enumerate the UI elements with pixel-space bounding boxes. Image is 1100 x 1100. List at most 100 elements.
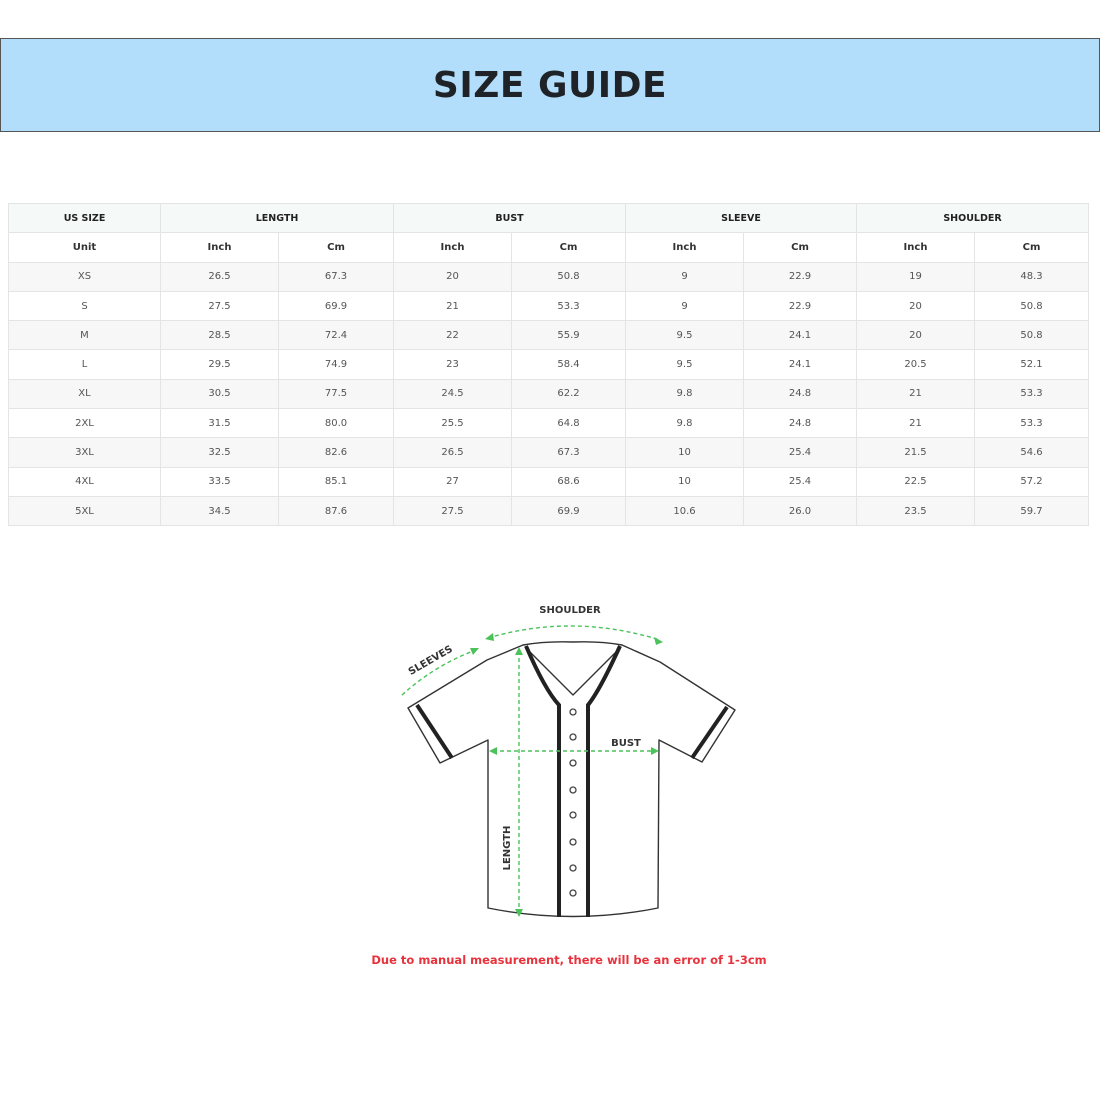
group-header: BUST bbox=[393, 202, 626, 234]
value-cell: 25.5 bbox=[393, 408, 512, 439]
size-cell: XL bbox=[8, 378, 161, 410]
size-cell: 5XL bbox=[8, 495, 161, 527]
button-icon bbox=[569, 864, 577, 872]
measure-arrows bbox=[470, 633, 663, 917]
size-cell: S bbox=[8, 290, 161, 322]
value-cell: 64.8 bbox=[511, 408, 626, 439]
value-cell: 58.4 bbox=[511, 349, 626, 380]
table-row: 2XL 31.5 80.0 25.5 64.8 9.8 24.8 21 53.3 bbox=[8, 408, 1090, 439]
button-icon bbox=[569, 838, 577, 846]
value-cell: 9 bbox=[625, 290, 744, 322]
unit-header: Cm bbox=[743, 232, 857, 263]
sleeve-stripes bbox=[415, 703, 729, 760]
page-title: SIZE GUIDE bbox=[432, 64, 668, 106]
value-cell: 87.6 bbox=[278, 495, 394, 527]
value-cell: 28.5 bbox=[160, 320, 279, 351]
value-cell: 24.8 bbox=[743, 408, 857, 439]
value-cell: 53.3 bbox=[973, 408, 1090, 439]
table-row: S 27.5 69.9 21 53.3 9 22.9 20 50.8 bbox=[8, 290, 1090, 322]
value-cell: 72.4 bbox=[278, 320, 394, 351]
unit-header: Inch bbox=[625, 232, 744, 263]
unit-header: Inch bbox=[856, 232, 975, 263]
table-row: M 28.5 72.4 22 55.9 9.5 24.1 20 50.8 bbox=[8, 320, 1090, 351]
value-cell: 22.9 bbox=[743, 261, 857, 292]
value-cell: 48.3 bbox=[973, 261, 1090, 292]
value-cell: 62.2 bbox=[511, 378, 626, 410]
value-cell: 54.6 bbox=[973, 437, 1090, 468]
value-cell: 34.5 bbox=[160, 495, 279, 527]
value-cell: 29.5 bbox=[160, 349, 279, 380]
unit-header: Inch bbox=[160, 232, 279, 263]
value-cell: 67.3 bbox=[278, 261, 394, 292]
unit-header: Inch bbox=[393, 232, 512, 263]
value-cell: 33.5 bbox=[160, 466, 279, 497]
title-banner: SIZE GUIDE bbox=[0, 38, 1100, 132]
value-cell: 69.9 bbox=[278, 290, 394, 322]
value-cell: 19 bbox=[856, 261, 975, 292]
value-cell: 77.5 bbox=[278, 378, 394, 410]
table-row: 3XL 32.5 82.6 26.5 67.3 10 25.4 21.5 54.6 bbox=[8, 437, 1090, 468]
value-cell: 20.5 bbox=[856, 349, 975, 380]
value-cell: 25.4 bbox=[743, 466, 857, 497]
value-cell: 9.5 bbox=[625, 320, 744, 351]
table-row: 4XL 33.5 85.1 27 68.6 10 25.4 22.5 57.2 bbox=[8, 466, 1090, 497]
value-cell: 20 bbox=[393, 261, 512, 292]
shirt-outline bbox=[407, 641, 736, 918]
unit-header-row: Unit Inch Cm Inch Cm Inch Cm Inch Cm bbox=[8, 232, 1090, 263]
button-icon bbox=[569, 786, 577, 794]
value-cell: 9.5 bbox=[625, 349, 744, 380]
value-cell: 27.5 bbox=[393, 495, 512, 527]
shirt-diagram: SHOULDER BUST LENGTH SLEEVES bbox=[401, 605, 736, 918]
value-cell: 9.8 bbox=[625, 408, 744, 439]
value-cell: 68.6 bbox=[511, 466, 626, 497]
value-cell: 24.1 bbox=[743, 320, 857, 351]
value-cell: 67.3 bbox=[511, 437, 626, 468]
value-cell: 82.6 bbox=[278, 437, 394, 468]
value-cell: 10 bbox=[625, 466, 744, 497]
size-table-body: XS 26.5 67.3 20 50.8 9 22.9 19 48.3 S 27.5 69.9 21 53… bbox=[8, 261, 1090, 527]
group-header: LENGTH bbox=[160, 202, 394, 234]
value-cell: 59.7 bbox=[973, 495, 1090, 527]
value-cell: 26.5 bbox=[160, 261, 279, 292]
table-row: L 29.5 74.9 23 58.4 9.5 24.1 20.5 52.1 bbox=[8, 349, 1090, 380]
button-icon bbox=[569, 708, 577, 716]
group-header: SHOULDER bbox=[855, 202, 1090, 234]
placket bbox=[524, 645, 622, 917]
value-cell: 10.6 bbox=[625, 495, 744, 527]
value-cell: 53.3 bbox=[511, 290, 626, 322]
sleeves-line bbox=[401, 649, 477, 696]
button-icon bbox=[569, 759, 577, 767]
value-cell: 9.8 bbox=[625, 378, 744, 410]
shirt-buttons bbox=[569, 708, 577, 897]
value-cell: 21 bbox=[856, 408, 975, 439]
shoulder-label: SHOULDER bbox=[539, 605, 601, 616]
value-cell: 50.8 bbox=[973, 290, 1090, 322]
value-cell: 80.0 bbox=[278, 408, 394, 439]
value-cell: 57.2 bbox=[973, 466, 1090, 497]
value-cell: 22.9 bbox=[743, 290, 857, 322]
value-cell: 50.8 bbox=[511, 261, 626, 292]
value-cell: 85.1 bbox=[278, 466, 394, 497]
value-cell: 20 bbox=[856, 290, 975, 322]
measure-lines bbox=[401, 625, 661, 913]
size-cell: 3XL bbox=[8, 437, 161, 468]
unit-header: Cm bbox=[973, 232, 1090, 263]
value-cell: 25.4 bbox=[743, 437, 857, 468]
value-cell: 53.3 bbox=[973, 378, 1090, 410]
bust-label: BUST bbox=[611, 738, 641, 749]
value-cell: 26.0 bbox=[743, 495, 857, 527]
table-row: XS 26.5 67.3 20 50.8 9 22.9 19 48.3 bbox=[8, 261, 1090, 292]
value-cell: 23.5 bbox=[856, 495, 975, 527]
size-cell: 2XL bbox=[8, 408, 161, 439]
value-cell: 27.5 bbox=[160, 290, 279, 322]
group-header: SLEEVE bbox=[625, 202, 857, 234]
value-cell: 50.8 bbox=[973, 320, 1090, 351]
shoulder-line bbox=[487, 625, 661, 641]
table-row: 5XL 34.5 87.6 27.5 69.9 10.6 26.0 23.5 59.7 bbox=[8, 495, 1090, 527]
value-cell: 10 bbox=[625, 437, 744, 468]
unit-header: Cm bbox=[278, 232, 394, 263]
value-cell: 55.9 bbox=[511, 320, 626, 351]
value-cell: 69.9 bbox=[511, 495, 626, 527]
value-cell: 26.5 bbox=[393, 437, 512, 468]
value-cell: 32.5 bbox=[160, 437, 279, 468]
